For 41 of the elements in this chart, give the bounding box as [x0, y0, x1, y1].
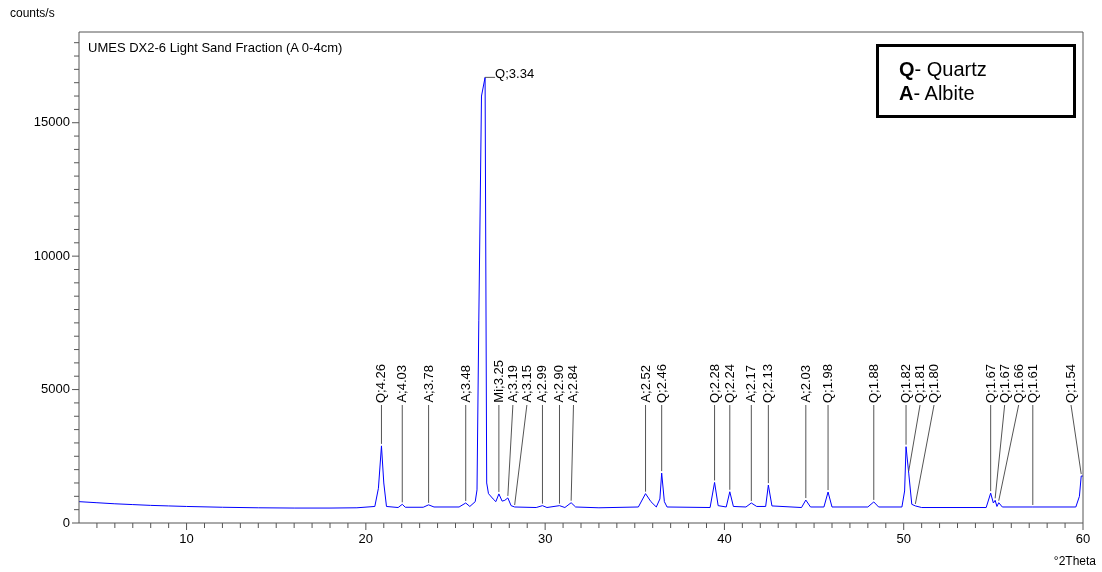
annotation: Mi;3.25 [490, 360, 506, 403]
annotation: A;2.90 [551, 365, 567, 403]
y-tick-label: 15000 [33, 114, 70, 130]
x-tick-label: 50 [896, 531, 911, 547]
y-axis-title: counts/s [10, 6, 55, 20]
x-tick-label: 20 [358, 531, 374, 547]
y-tick-label: 5000 [41, 381, 70, 397]
y-tick-label: 10000 [33, 247, 70, 263]
x-tick-label: 60 [1075, 531, 1091, 547]
annotation: A;2.03 [797, 365, 813, 403]
x-tick-label: 10 [179, 531, 194, 547]
annotation: Q;2.13 [760, 363, 776, 403]
x-tick-label: 30 [537, 531, 553, 547]
annotation: A;2.52 [637, 365, 653, 403]
annotation: Q;1.82 [898, 363, 914, 403]
x-axis-title: °2Theta [1053, 554, 1097, 568]
annotation: A;2.99 [534, 365, 550, 403]
annotation: A;3.15 [518, 365, 534, 403]
key-box: Q- Quartz A- Albite [876, 44, 1076, 118]
text: UMES DX2-6 Light Sand Fraction (A 0-4cm) [88, 40, 343, 55]
annotation: A- Albite [899, 81, 976, 105]
annotation: Q;1.88 [865, 363, 881, 403]
annotation: A;3.48 [457, 365, 473, 403]
annotation: A;2.84 [565, 365, 581, 403]
annotation: Q;2.28 [706, 363, 722, 403]
x-tick-label: 40 [717, 531, 732, 547]
annotation: Q;1.67 [982, 363, 998, 403]
annotation: Q;1.54 [1063, 363, 1078, 403]
annotation: Q;1.81 [912, 363, 928, 403]
annotation: Q;2.46 [653, 363, 669, 403]
annotation: A;2.17 [743, 365, 759, 403]
annotation: Q;1.98 [820, 363, 836, 403]
y-tick-label: 0 [62, 514, 70, 530]
annotation: Q;4.26 [373, 363, 389, 403]
annotation: A;4.03 [394, 365, 410, 403]
annotation: A;3.78 [420, 365, 436, 403]
annotation: A;3.19 [504, 365, 520, 403]
annotation: Q- Quartz [899, 57, 988, 81]
annotation: Q;1.80 [926, 363, 942, 403]
annotation: Q;3.34 [495, 66, 535, 82]
annotation: Q;2.24 [721, 363, 737, 403]
